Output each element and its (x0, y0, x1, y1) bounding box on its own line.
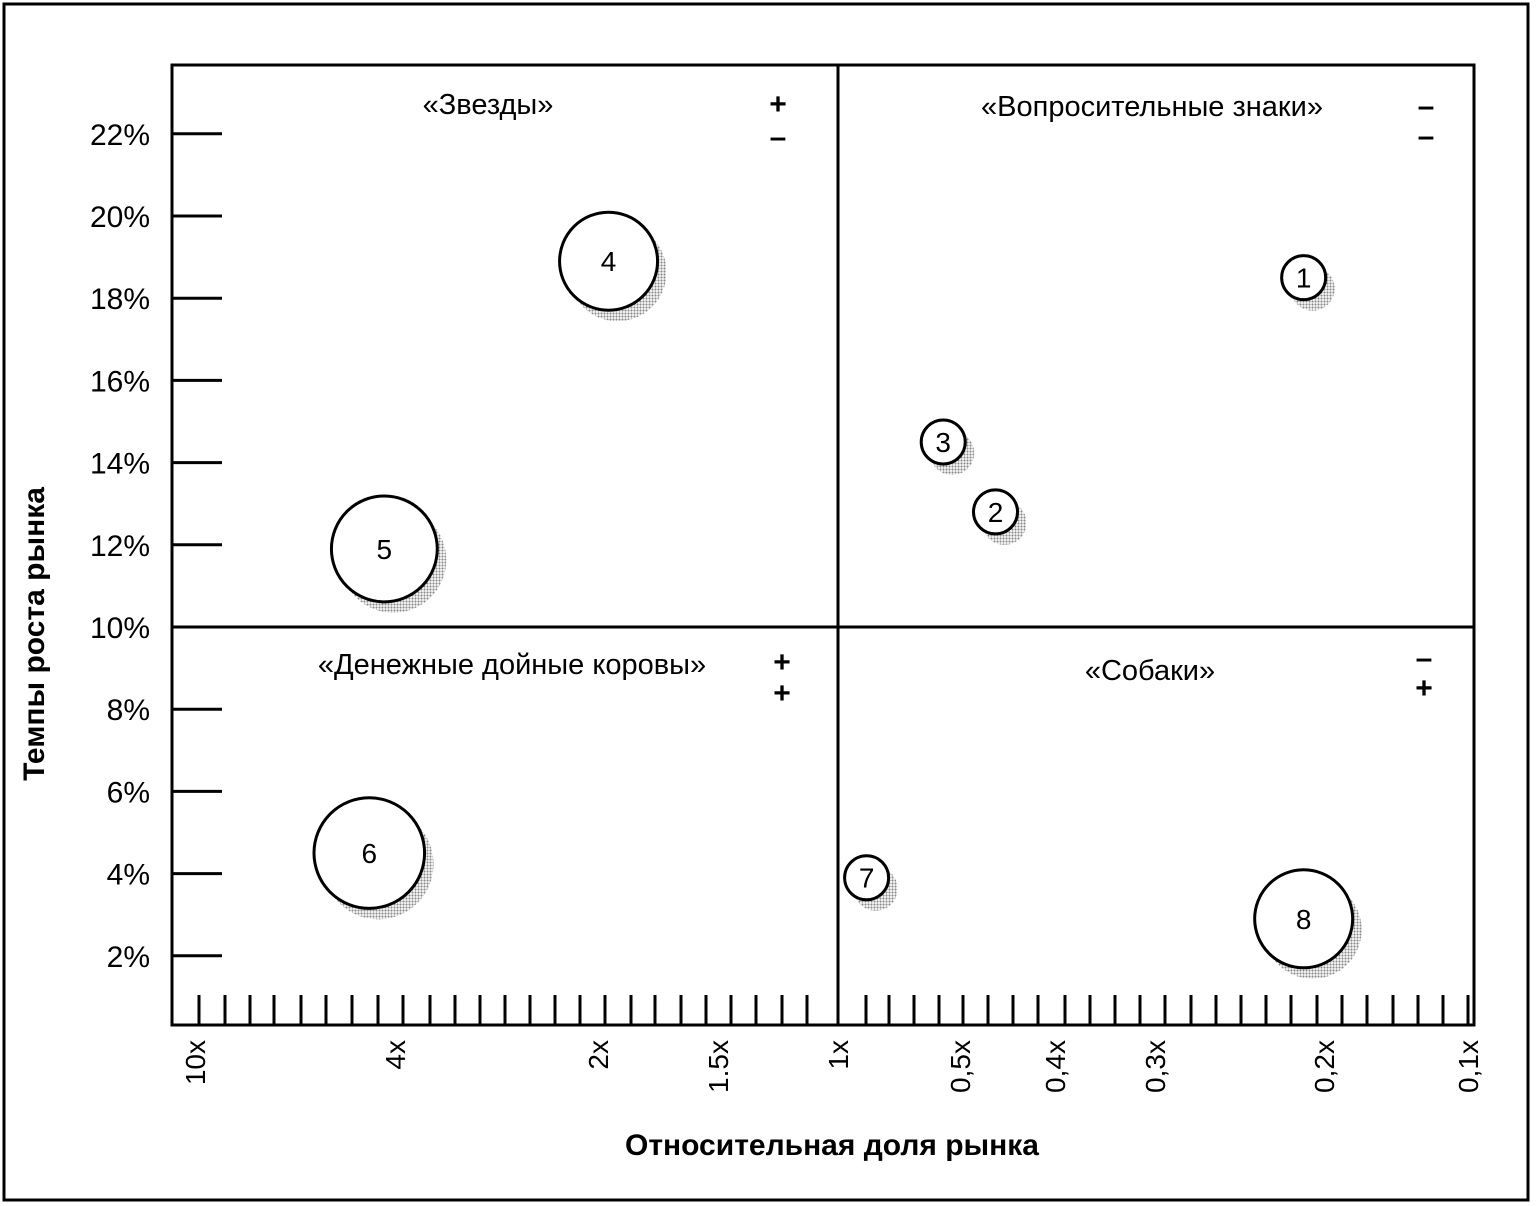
quadrant-sign-dogs-1: + (1415, 672, 1433, 705)
x-tick-label-1x: 1x (823, 1040, 854, 1070)
bubble-1 (1280, 254, 1328, 302)
x-tick-label-4x: 4x (380, 1040, 411, 1070)
x-tick-label-0,3x: 0,3x (1140, 1040, 1171, 1093)
bubble-2 (971, 488, 1019, 536)
y-tick-label-16: 16% (90, 365, 150, 398)
x-axis-tick-labels: 10x 4x 2x 1.5x 1x 0,5x 0,4x 0,3x 0,2x 0,1x (180, 1040, 1484, 1093)
quadrant-label-dogs: «Собаки» (1085, 655, 1215, 687)
quadrant-sign-cows-0: + (773, 646, 791, 679)
x-tick-label-1.5x: 1.5x (703, 1040, 734, 1093)
x-tick-label-0,2x: 0,2x (1309, 1040, 1340, 1093)
quadrant-labels: «Звезды» +–«Вопросительные знаки» ––«Денеж… (318, 88, 1434, 710)
quadrant-sign-stars-0: + (769, 88, 787, 121)
bubble-7 (843, 854, 891, 902)
y-axis-title: Темпы роста рынка (18, 487, 51, 781)
x-axis-title: Относительная доля рынка (625, 1129, 1039, 1162)
y-tick-label-8: 8% (107, 694, 150, 727)
quadrant-sign-stars-1: – (770, 121, 787, 154)
bubble-label-8: 8 (1296, 904, 1312, 935)
quadrant-sign-question-1: – (1418, 120, 1435, 153)
y-axis-ticks: 22% 20% 18% 16% 14% 12% 10% 8% 6% 4% 2% (90, 119, 222, 974)
bubble-label-1: 1 (1296, 263, 1312, 294)
y-tick-label-2: 2% (107, 941, 150, 974)
bubble-label-6: 6 (362, 838, 378, 869)
quadrant-sign-dogs-0: – (1416, 642, 1433, 675)
bubbles: 1 2 3 4 5 6 7 8 (312, 210, 1362, 979)
y-tick-label-6: 6% (107, 776, 150, 809)
y-tick-label-10: 10% (90, 612, 150, 645)
x-tick-label-0,5x: 0,5x (945, 1040, 976, 1093)
bubble-label-3: 3 (935, 427, 951, 458)
x-tick-label-0,1x: 0,1x (1453, 1040, 1484, 1093)
x-axis-minor-ticks (197, 995, 1470, 1025)
quadrant-sign-cows-1: + (773, 677, 791, 710)
y-tick-label-18: 18% (90, 283, 150, 316)
bubble-label-5: 5 (377, 534, 393, 565)
y-tick-label-22: 22% (90, 119, 150, 152)
bubble-3 (919, 418, 967, 466)
quadrant-label-question: «Вопросительные знаки» (981, 91, 1323, 123)
y-tick-label-20: 20% (90, 201, 150, 234)
quadrant-label-stars: «Звезды» (423, 89, 554, 121)
quadrant-label-cows: «Денежные дойные коровы» (318, 649, 706, 681)
x-tick-label-0,4x: 0,4x (1040, 1040, 1071, 1093)
y-tick-label-12: 12% (90, 530, 150, 563)
bubble-label-7: 7 (859, 863, 875, 894)
quadrant-sign-question-0: – (1418, 90, 1435, 123)
x-tick-label-2x: 2x (583, 1040, 614, 1070)
y-tick-label-14: 14% (90, 448, 150, 481)
y-tick-label-4: 4% (107, 859, 150, 892)
bubble-6 (312, 796, 427, 910)
bubble-5 (329, 494, 439, 604)
x-tick-label-10x: 10x (180, 1040, 211, 1085)
bubble-4 (558, 210, 660, 312)
bubble-8 (1253, 868, 1355, 970)
bubble-label-4: 4 (601, 246, 617, 277)
bubble-label-2: 2 (988, 497, 1004, 528)
